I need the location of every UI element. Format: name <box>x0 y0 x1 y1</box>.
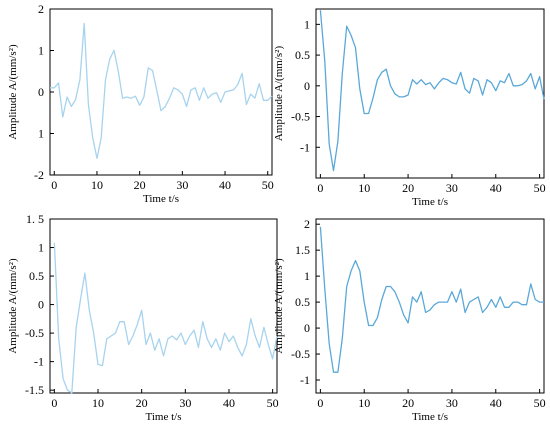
y-tick-label: 0 <box>38 85 44 99</box>
x-tick-label: 20 <box>402 181 414 195</box>
series-line <box>53 242 278 394</box>
axes-frame <box>49 218 278 394</box>
y-tick-label: 0.5 <box>295 295 310 309</box>
y-tick-label: 0 <box>304 321 310 335</box>
x-tick-label: 0 <box>51 396 57 410</box>
y-axis-label: Amplitude A/(mm/s²) <box>273 258 285 354</box>
axes-frame <box>315 218 545 394</box>
x-axis-label: Time t/s <box>143 193 179 205</box>
y-tick-label: -1 <box>300 373 310 387</box>
x-tick-label: 30 <box>176 178 188 192</box>
x-tick-label: 20 <box>402 396 414 410</box>
x-tick-label: 0 <box>317 396 323 410</box>
x-tick-label: 0 <box>51 178 57 192</box>
chart-panel-4: 0 10 20 30 40 50 -1 -0.5 0 0.5 1 1.5 2 Time t/s Amplit… <box>273 217 546 423</box>
x-tick-label: 10 <box>92 396 104 410</box>
x-tick-label: 0 <box>317 181 323 195</box>
x-tick-label: 50 <box>262 178 274 192</box>
x-axis-label: Time t/s <box>412 196 448 208</box>
y-tick-label: 1 <box>38 241 44 255</box>
y-tick-label: -1.5 <box>25 383 44 397</box>
y-tick-label: 2 <box>38 2 44 16</box>
x-tick-label: 40 <box>219 178 231 192</box>
y-tick-label: 1 <box>38 127 44 141</box>
x-tick-label: 10 <box>358 396 370 410</box>
x-tick-label: 50 <box>267 396 279 410</box>
y-tick-label: 1.5 <box>295 243 310 257</box>
y-tick-label: -1 <box>34 355 44 369</box>
y-tick-label: 0 <box>304 79 310 93</box>
y-tick-label: 1. 5 <box>26 212 44 226</box>
x-tick-label: 40 <box>223 396 235 410</box>
y-tick-label: -0.5 <box>291 110 310 124</box>
x-tick-label: 40 <box>490 181 502 195</box>
x-tick-label: 40 <box>490 396 502 410</box>
y-tick-label: -1 <box>300 140 310 154</box>
x-tick-label: 30 <box>446 181 458 195</box>
x-tick-label: 50 <box>534 181 546 195</box>
series-line <box>319 10 545 172</box>
y-axis-label: Amplitude A/(mm/s²) <box>7 44 19 140</box>
y-axis-label: Amplitude A/(mm/s²) <box>7 258 19 354</box>
y-tick-label: 1 <box>38 44 44 58</box>
y-tick-label: 0.5 <box>295 48 310 62</box>
series-line <box>319 226 544 373</box>
axes-frame <box>315 8 545 179</box>
chart-panel-3: 0 10 20 30 40 50 -1.5 -1 -0.5 0 0.5 1 1. 5 Time t/s Am… <box>7 212 279 423</box>
x-axis-label: Time t/s <box>412 411 448 423</box>
y-tick-label: 0.5 <box>29 269 44 283</box>
y-axis-label: Amplitude A/(mm/s²) <box>273 46 285 142</box>
x-tick-label: 50 <box>534 396 546 410</box>
x-tick-label: 30 <box>446 396 458 410</box>
y-tick-label: -0.5 <box>25 326 44 340</box>
y-tick-label: -2 <box>34 168 44 182</box>
chart-panel-2: 0 10 20 30 40 50 -1 -0.5 0 0.5 1 Time t/s Amplitude … <box>273 8 546 208</box>
x-tick-label: 20 <box>136 396 148 410</box>
y-tick-label: 0 <box>38 298 44 312</box>
series-line <box>50 22 273 160</box>
x-tick-label: 10 <box>91 178 103 192</box>
x-tick-label: 30 <box>179 396 191 410</box>
x-tick-label: 10 <box>358 181 370 195</box>
y-tick-label: 1 <box>304 17 310 31</box>
y-tick-label: -0.5 <box>291 347 310 361</box>
y-tick-label: 1 <box>304 269 310 283</box>
x-tick-label: 20 <box>134 178 146 192</box>
y-tick-label: 2 <box>304 217 310 231</box>
x-axis-label: Time t/s <box>146 411 182 423</box>
